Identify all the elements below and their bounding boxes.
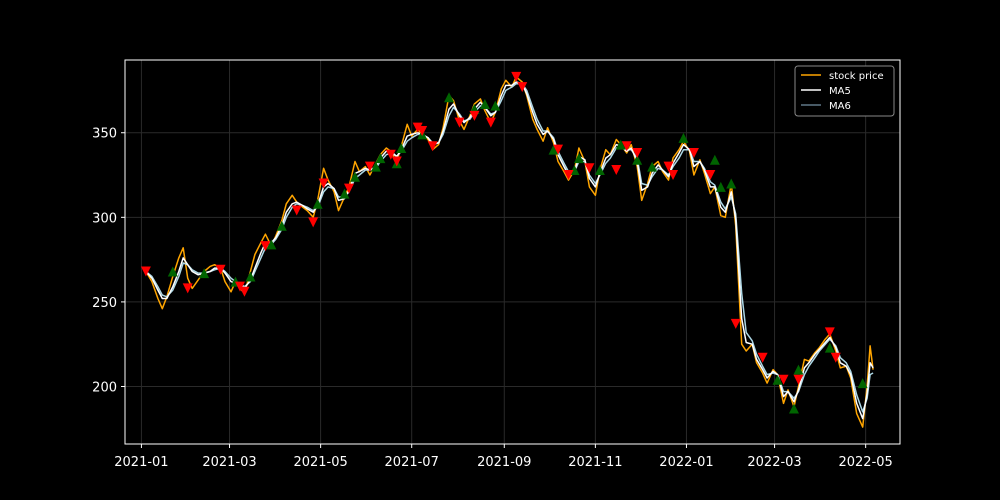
- sell-signal-marker: [778, 374, 789, 385]
- x-tick-label: 2021-11: [568, 455, 622, 470]
- y-tick-label: 300: [92, 211, 117, 226]
- x-tick-label: 2021-01: [114, 455, 168, 470]
- buy-signal-marker: [715, 181, 726, 192]
- legend: stock price MA5 MA6: [794, 65, 895, 117]
- x-tick-label: 2021-05: [293, 455, 347, 470]
- sell-signal-marker: [663, 161, 674, 172]
- plot-frame: [124, 59, 901, 445]
- legend-label: MA5: [829, 86, 851, 97]
- buy-signal-marker: [824, 342, 835, 353]
- sell-signal-marker: [632, 148, 643, 159]
- sell-signal-marker: [511, 71, 522, 82]
- buy-signal-marker: [199, 268, 210, 279]
- buy-signal-marker: [632, 154, 643, 165]
- sell-signal-marker: [757, 352, 768, 363]
- buy-signal-marker: [245, 271, 256, 282]
- y-tick-label: 250: [92, 296, 117, 311]
- sell-signal-marker: [668, 170, 679, 181]
- sell-signal-marker: [215, 264, 226, 275]
- sell-signal-marker: [469, 110, 480, 121]
- buy-signal-marker: [444, 92, 455, 103]
- sell-signal-marker: [308, 217, 319, 228]
- buy-signal-marker: [857, 378, 868, 389]
- buy-signal-marker: [573, 153, 584, 164]
- buy-signal-marker: [370, 161, 381, 172]
- sell-signal-marker: [140, 266, 151, 277]
- x-tick-label: 2021-07: [385, 455, 439, 470]
- buy-signal-marker: [349, 171, 360, 182]
- buy-signal-marker: [479, 98, 490, 109]
- sell-signal-marker: [412, 122, 423, 133]
- signal-markers: [140, 71, 868, 414]
- sell-signal-marker: [364, 161, 375, 172]
- buy-signal-marker: [788, 403, 799, 414]
- sell-signal-marker: [517, 82, 528, 93]
- y-tick-label: 350: [92, 127, 117, 142]
- sell-signal-marker: [611, 164, 622, 175]
- sell-signal-marker: [830, 352, 841, 363]
- buy-signal-marker: [167, 266, 178, 277]
- sell-signal-marker: [291, 205, 302, 216]
- grid: [125, 60, 900, 444]
- sell-signal-marker: [427, 141, 438, 152]
- sell-signal-marker: [234, 281, 245, 292]
- sell-signal-marker: [417, 126, 428, 137]
- sell-signal-marker: [239, 286, 250, 297]
- x-tick-label: 2021-03: [202, 455, 256, 470]
- sell-signal-marker: [485, 117, 496, 128]
- sell-signal-marker: [454, 117, 465, 128]
- sell-signal-marker: [182, 283, 193, 294]
- sell-signal-marker: [343, 183, 354, 194]
- buy-signal-marker: [339, 188, 350, 199]
- buy-signal-marker: [548, 144, 559, 155]
- buy-signal-marker: [647, 161, 658, 172]
- sell-signal-marker: [318, 178, 329, 189]
- buy-signal-marker: [615, 139, 626, 150]
- sell-signal-marker: [385, 149, 396, 160]
- sell-signal-marker: [260, 241, 271, 252]
- legend-label: stock price: [829, 71, 884, 82]
- x-tick-label: 2022-01: [659, 455, 713, 470]
- buy-signal-marker: [678, 132, 689, 143]
- buy-signal-marker: [772, 374, 783, 385]
- sell-signal-marker: [584, 163, 595, 174]
- buy-signal-marker: [594, 164, 605, 175]
- sell-signal-marker: [793, 374, 804, 385]
- axes: 2021-01 2021-03 2021-05 2021-07 2021-09 2021-…: [92, 127, 893, 470]
- x-tick-label: 2022-03: [747, 455, 801, 470]
- buy-signal-marker: [375, 153, 386, 164]
- y-tick-label: 200: [92, 380, 117, 395]
- sell-signal-marker: [705, 170, 716, 181]
- sell-signal-marker: [688, 148, 699, 159]
- buy-signal-marker: [726, 178, 737, 189]
- sell-signal-marker: [621, 141, 632, 152]
- buy-signal-marker: [266, 239, 277, 250]
- buy-signal-marker: [490, 100, 501, 111]
- buy-signal-marker: [396, 142, 407, 153]
- x-tick-label: 2021-09: [477, 455, 531, 470]
- sell-signal-marker: [391, 156, 402, 167]
- buy-signal-marker: [276, 220, 287, 231]
- sell-signal-marker: [563, 170, 574, 181]
- sell-signal-marker: [553, 144, 564, 155]
- sell-signal-marker: [824, 327, 835, 338]
- legend-box: [794, 65, 895, 117]
- legend-label: MA6: [829, 101, 851, 112]
- buy-signal-marker: [709, 154, 720, 165]
- buy-signal-marker: [312, 198, 323, 209]
- buy-signal-marker: [793, 364, 804, 375]
- sell-signal-marker: [730, 318, 741, 329]
- x-tick-label: 2022-05: [838, 455, 892, 470]
